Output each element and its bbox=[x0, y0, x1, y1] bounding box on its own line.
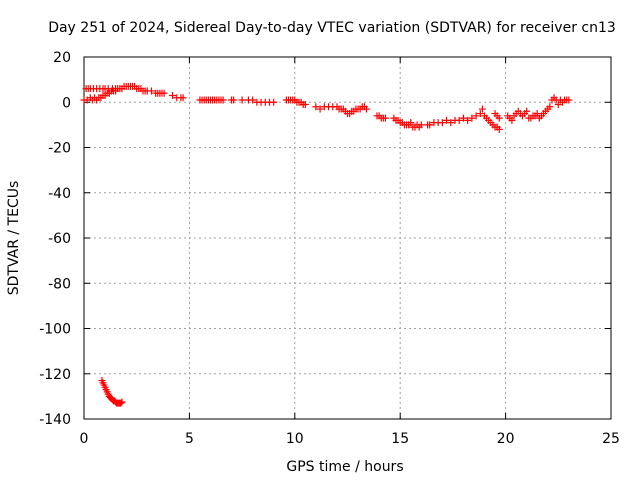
x-tick-label: 0 bbox=[80, 431, 89, 447]
data-point bbox=[565, 96, 573, 104]
y-tick-label: -120 bbox=[39, 367, 71, 383]
y-axis-label: SDTVAR / TECUs bbox=[6, 181, 22, 296]
x-tick-label: 10 bbox=[286, 431, 304, 447]
data-point bbox=[230, 96, 238, 104]
data-point bbox=[478, 105, 486, 113]
y-tick-label: 20 bbox=[53, 50, 71, 66]
data-point bbox=[117, 399, 125, 407]
y-tick-label: -40 bbox=[48, 186, 71, 202]
data-point bbox=[472, 112, 480, 120]
data-point bbox=[476, 110, 484, 118]
data-point bbox=[447, 119, 455, 127]
data-point bbox=[407, 119, 415, 127]
data-point bbox=[554, 101, 562, 109]
plot-frame bbox=[83, 56, 612, 420]
x-tick-label: 25 bbox=[602, 431, 620, 447]
data-point bbox=[523, 107, 531, 115]
y-tick-label: -20 bbox=[48, 141, 71, 157]
data-point bbox=[495, 125, 503, 133]
data-point bbox=[417, 121, 425, 129]
tick-labels: 0 5 10 15 20 25 20 0 -20 -40 -60 -80 -100 -120 -140 bbox=[39, 50, 620, 447]
x-tick-label: 15 bbox=[391, 431, 409, 447]
data-points bbox=[80, 82, 573, 407]
chart-title: Day 251 of 2024, Sidereal Day-to-day VTE… bbox=[48, 20, 616, 36]
x-axis-label: GPS time / hours bbox=[286, 459, 403, 475]
data-point bbox=[464, 116, 472, 124]
data-point bbox=[316, 105, 324, 113]
data-point bbox=[238, 96, 246, 104]
data-point bbox=[533, 110, 541, 118]
y-tick-label: -60 bbox=[48, 231, 71, 247]
data-point bbox=[219, 96, 227, 104]
data-point bbox=[147, 87, 155, 95]
data-point bbox=[443, 116, 451, 124]
data-point bbox=[468, 114, 476, 122]
data-point bbox=[160, 89, 168, 97]
y-tick-label: -100 bbox=[39, 322, 71, 338]
grid-lines bbox=[84, 57, 611, 419]
data-point bbox=[455, 116, 463, 124]
data-point bbox=[362, 105, 370, 113]
data-point bbox=[381, 114, 389, 122]
data-point bbox=[312, 103, 320, 111]
data-point bbox=[495, 114, 503, 122]
y-tick-label: -140 bbox=[39, 412, 71, 428]
data-point bbox=[546, 103, 554, 111]
data-point bbox=[169, 91, 177, 99]
data-point bbox=[508, 116, 516, 124]
y-tick-label: 0 bbox=[62, 95, 71, 111]
data-point bbox=[426, 121, 434, 129]
y-tick-label: -80 bbox=[48, 276, 71, 292]
data-point bbox=[270, 98, 278, 106]
data-point bbox=[459, 114, 467, 122]
data-point bbox=[249, 96, 257, 104]
x-tick-label: 20 bbox=[497, 431, 515, 447]
data-point bbox=[438, 119, 446, 127]
x-tick-label: 5 bbox=[185, 431, 194, 447]
data-point bbox=[118, 398, 126, 406]
data-point bbox=[179, 94, 187, 102]
data-point bbox=[301, 101, 309, 109]
